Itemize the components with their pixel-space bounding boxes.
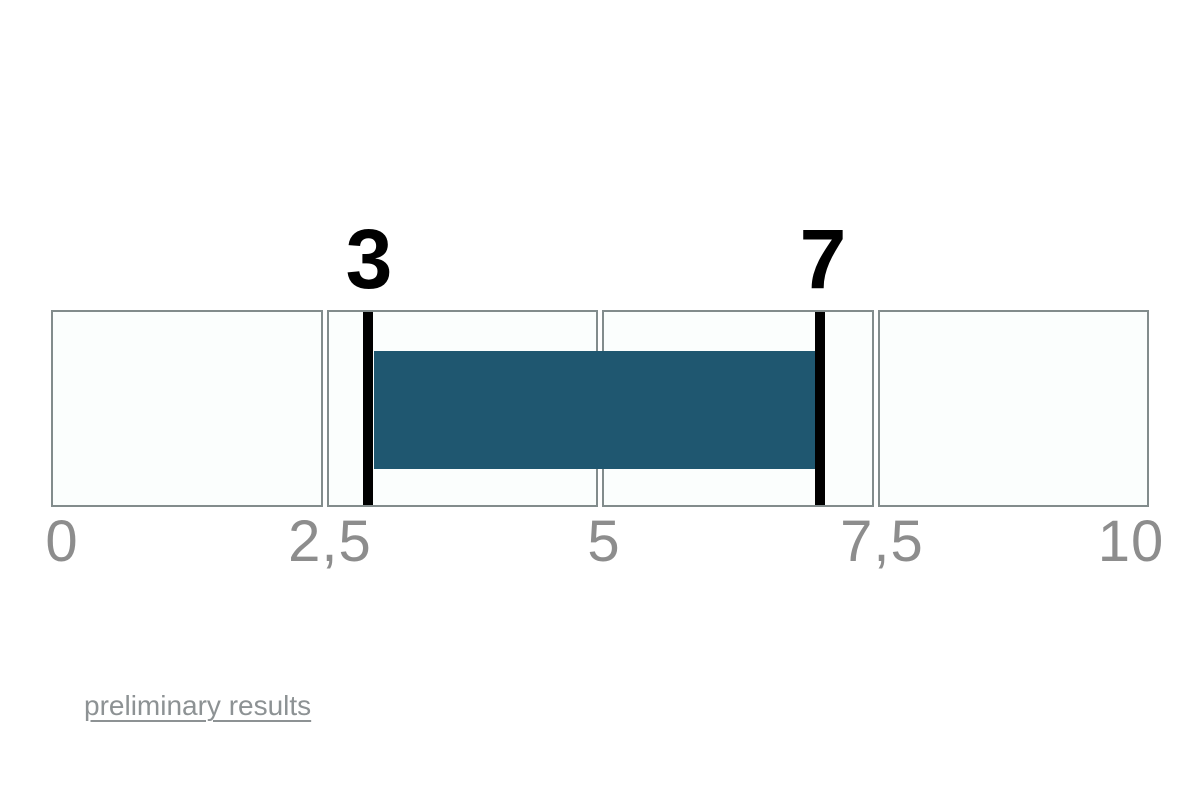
range-end-marker [815,312,825,505]
tick-label-7-5: 7,5 [840,509,924,574]
tick-label-5: 5 [587,509,621,574]
scale-cell-7-5-10 [877,310,1149,507]
scale-cell-0-2-5 [51,310,323,507]
range-start-marker [363,312,373,505]
tick-label-0: 0 [45,509,79,574]
tick-label-2-5: 2,5 [288,509,372,574]
range-bar [374,351,815,469]
preliminary-results-link[interactable]: preliminary results [84,690,312,721]
range-start-value-label: 3 [345,212,393,306]
tick-label-10: 10 [1097,509,1165,574]
range-end-value-label: 7 [799,212,847,306]
scale-band [51,310,1149,507]
